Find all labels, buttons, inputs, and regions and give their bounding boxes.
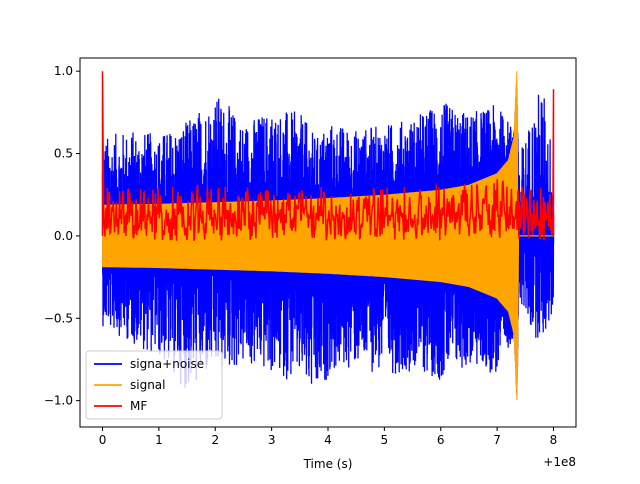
x-tick-label: 3 [268,433,276,447]
y-tick-label: 0.0 [54,229,73,243]
x-tick-label: 8 [550,433,558,447]
y-tick-label: 0.5 [54,147,73,161]
x-tick-label: 1 [155,433,163,447]
series-layer [101,71,555,401]
x-tick-label: 4 [324,433,332,447]
x-tick-label: 0 [99,433,107,447]
x-axis-offset-label: +1e8 [543,455,576,469]
x-tick-label: 2 [211,433,219,447]
legend-label-signal: signal [130,378,166,392]
legend-label-signa-noise: signa+noise [130,357,204,371]
y-tick-label: 1.0 [54,64,73,78]
y-tick-label: −1.0 [44,394,73,408]
y-tick-label: −0.5 [44,311,73,325]
legend-frame [85,350,223,420]
x-tick-label: 6 [437,433,445,447]
y-axis: −1.0 −0.5 0.0 0.5 1.0 [44,64,80,408]
x-tick-label: 5 [381,433,389,447]
legend-label-mf: MF [130,399,147,413]
x-tick-label: 7 [493,433,501,447]
legend: signa+noise signal MF [85,350,223,420]
x-axis-label: Time (s) [303,457,353,471]
series-mf [101,71,555,242]
x-axis: 0 1 2 3 4 5 6 7 8 [99,427,558,447]
